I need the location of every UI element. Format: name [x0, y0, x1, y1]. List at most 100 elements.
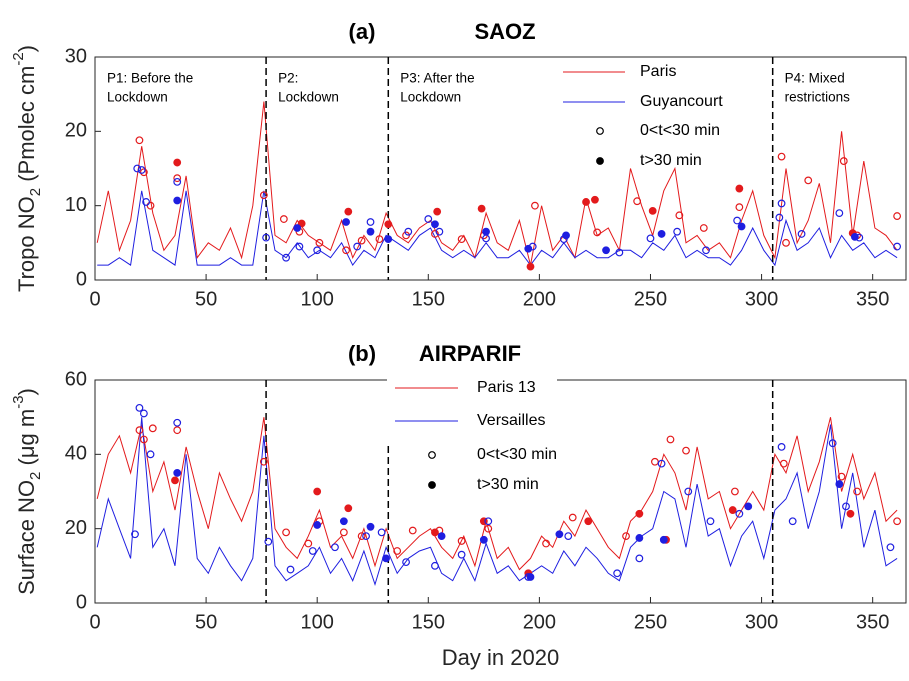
open-marker	[146, 450, 155, 459]
y-axis-label-part: 2	[27, 188, 44, 196]
open-marker	[779, 459, 788, 468]
filled-marker	[591, 195, 599, 204]
y-tick-label: 20	[65, 120, 87, 142]
open-marker	[457, 550, 466, 559]
x-tick-label: 150	[412, 611, 445, 633]
filled-marker	[835, 480, 844, 488]
open-marker	[788, 517, 797, 526]
open-marker	[315, 238, 324, 247]
legend-label: Paris	[640, 63, 676, 80]
x-axis-label: Day in 2020	[442, 645, 559, 670]
y-tick-label: 10	[65, 194, 87, 216]
open-marker	[366, 218, 375, 226]
filled-marker	[437, 532, 446, 540]
open-marker	[139, 168, 148, 177]
open-marker	[282, 528, 290, 537]
open-marker	[484, 517, 493, 526]
period-annotation: P1: Before the	[107, 71, 193, 86]
filled-marker	[846, 509, 855, 518]
filled-marker	[342, 218, 350, 226]
open-marker	[622, 532, 630, 540]
open-marker	[142, 198, 151, 206]
filled-marker	[344, 504, 353, 513]
open-marker	[393, 547, 402, 555]
open-marker	[735, 203, 744, 212]
filled-marker	[602, 246, 610, 255]
filled-marker	[171, 476, 179, 485]
period-annotation: P2:	[278, 71, 298, 86]
filled-marker	[744, 502, 753, 511]
y-axis-label-part: Tropo NO	[14, 196, 39, 292]
open-marker	[777, 443, 786, 451]
open-marker	[357, 532, 366, 540]
filled-marker	[659, 535, 668, 544]
y-axis-label-part: )	[14, 388, 39, 395]
open-marker	[331, 543, 339, 552]
filled-marker	[582, 198, 590, 206]
chart-title: SAOZ	[474, 19, 535, 44]
open-marker	[308, 547, 317, 555]
y-axis-label-part: -3	[10, 395, 27, 408]
open-marker	[706, 517, 715, 526]
open-marker	[542, 539, 550, 548]
x-tick-label: 50	[195, 288, 217, 310]
filled-marker	[293, 224, 302, 232]
y-tick-label: 60	[65, 368, 87, 390]
open-marker	[666, 435, 675, 444]
filled-marker	[384, 220, 393, 229]
x-tick-label: 150	[412, 288, 445, 310]
open-marker	[131, 530, 139, 539]
open-marker	[377, 528, 386, 537]
filled-marker	[635, 534, 644, 542]
filled-marker	[384, 235, 393, 244]
x-tick-label: 100	[301, 611, 334, 633]
x-tick-label: 250	[634, 288, 667, 310]
y-tick-label: 0	[76, 268, 87, 290]
open-marker	[646, 234, 655, 243]
open-marker	[568, 513, 577, 522]
period-annotation: Lockdown	[278, 90, 339, 105]
filled-marker	[382, 554, 390, 563]
open-marker	[657, 459, 666, 468]
y-axis-label-part: (Pmolec cm	[14, 66, 39, 188]
open-marker	[431, 230, 439, 238]
filled-marker	[366, 522, 375, 531]
legend-marker	[596, 127, 604, 135]
filled-marker	[297, 219, 306, 228]
x-tick-label: 350	[856, 611, 889, 633]
open-marker	[777, 199, 786, 208]
open-marker	[699, 224, 708, 232]
filled-marker	[431, 528, 439, 537]
series-line	[96, 417, 898, 571]
open-marker	[775, 213, 784, 222]
plot-area	[94, 56, 907, 281]
period-annotation: P3: After the	[400, 71, 474, 86]
open-marker	[731, 487, 739, 496]
y-axis-label-part: Surface NO	[14, 480, 39, 595]
filled-marker	[555, 530, 564, 539]
open-marker	[262, 233, 270, 242]
open-marker	[148, 424, 157, 433]
filled-marker	[313, 487, 322, 496]
open-marker	[173, 418, 182, 427]
y-axis-label-part: )	[14, 45, 39, 52]
filled-marker	[433, 207, 442, 216]
open-marker	[173, 426, 182, 435]
open-marker	[615, 248, 624, 257]
open-marker	[264, 537, 273, 546]
open-marker	[135, 403, 144, 412]
x-tick-label: 200	[523, 611, 556, 633]
y-tick-label: 20	[65, 517, 87, 539]
open-marker	[702, 246, 710, 255]
filled-marker	[173, 196, 182, 205]
open-marker	[313, 246, 322, 255]
filled-marker	[173, 469, 182, 477]
filled-marker	[737, 222, 746, 231]
x-tick-label: 50	[195, 611, 217, 633]
open-marker	[295, 242, 304, 251]
y-tick-label: 0	[76, 591, 87, 613]
y-axis-label: Tropo NO2 (Pmolec cm-2)	[10, 45, 44, 292]
open-marker	[828, 439, 837, 448]
open-marker	[424, 215, 433, 223]
